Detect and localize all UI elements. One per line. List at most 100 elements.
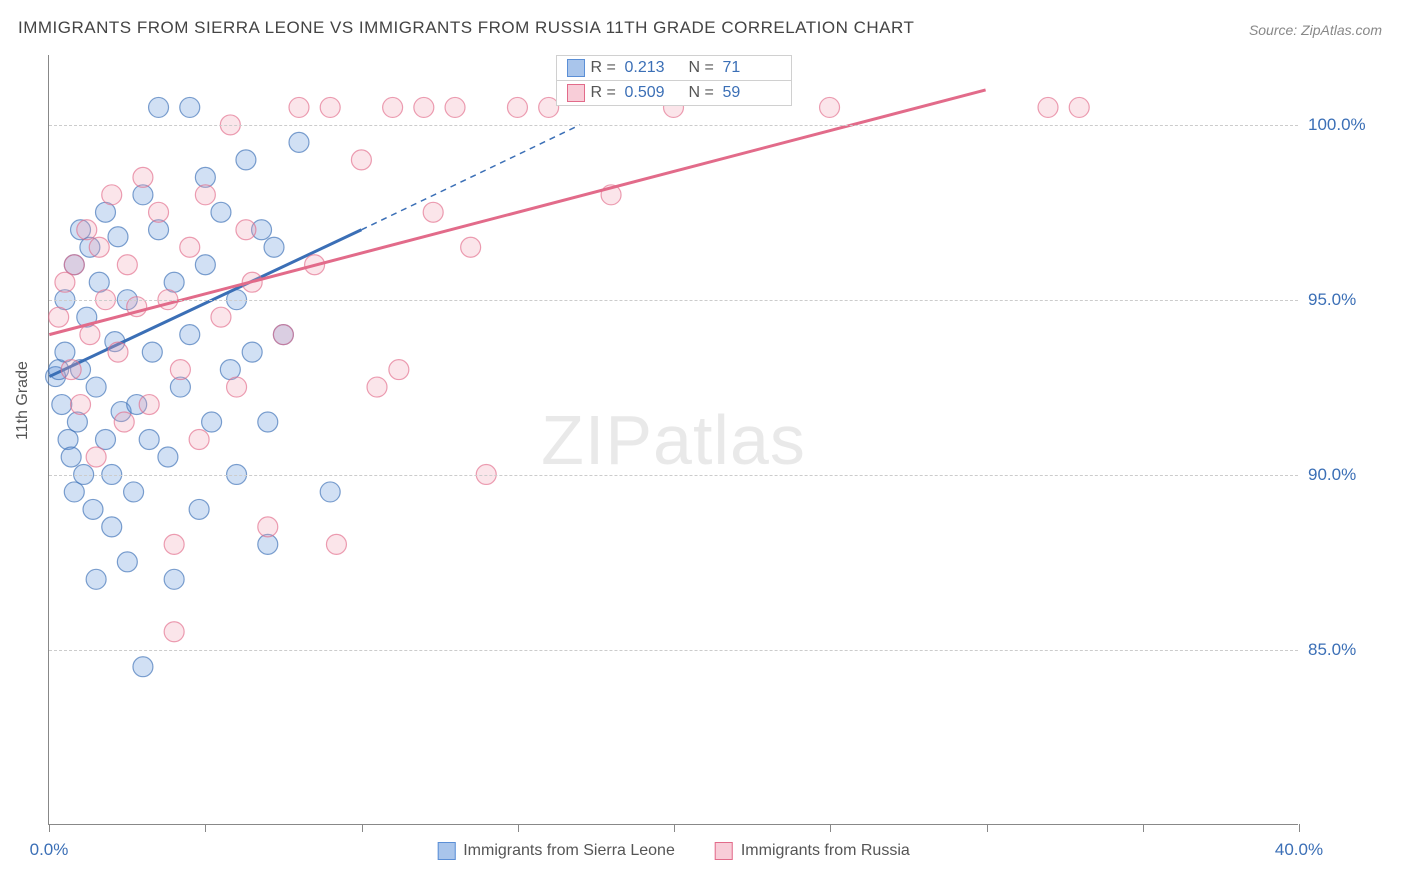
data-point: [61, 447, 81, 467]
data-point: [189, 430, 209, 450]
data-point: [133, 657, 153, 677]
data-point: [64, 255, 84, 275]
gridline: [49, 125, 1298, 126]
x-tick: [1143, 824, 1144, 832]
x-tick-label: 0.0%: [30, 840, 69, 860]
y-tick-label: 100.0%: [1308, 115, 1388, 135]
data-point: [1069, 97, 1089, 117]
data-point: [86, 447, 106, 467]
y-tick-label: 85.0%: [1308, 640, 1388, 660]
legend-item-sierra-leone: Immigrants from Sierra Leone: [437, 842, 675, 860]
data-point: [180, 97, 200, 117]
stats-legend: R = 0.213 N = 71 R = 0.509 N = 59: [556, 55, 792, 106]
data-point: [264, 237, 284, 257]
data-point: [139, 395, 159, 415]
data-point: [139, 430, 159, 450]
x-tick: [518, 824, 519, 832]
swatch-russia: [567, 84, 585, 102]
regression-line: [49, 90, 985, 335]
data-point: [367, 377, 387, 397]
data-point: [242, 342, 262, 362]
data-point: [180, 325, 200, 345]
data-point: [236, 150, 256, 170]
data-point: [195, 255, 215, 275]
data-point: [414, 97, 434, 117]
n-label: N =: [689, 59, 717, 77]
x-tick: [362, 824, 363, 832]
data-point: [86, 569, 106, 589]
data-point: [258, 412, 278, 432]
swatch-sierra-leone: [567, 59, 585, 77]
data-point: [227, 377, 247, 397]
data-point: [80, 325, 100, 345]
data-point: [273, 325, 293, 345]
data-point: [102, 185, 122, 205]
x-tick-label: 40.0%: [1275, 840, 1323, 860]
data-point: [180, 237, 200, 257]
scatter-chart: [49, 55, 1298, 824]
data-point: [211, 202, 231, 222]
data-point: [117, 255, 137, 275]
data-point: [49, 307, 69, 327]
legend-label-sierra-leone: Immigrants from Sierra Leone: [463, 842, 675, 860]
data-point: [55, 272, 75, 292]
y-axis-title: 11th Grade: [14, 361, 32, 440]
series-legend: Immigrants from Sierra Leone Immigrants …: [437, 842, 910, 860]
data-point: [52, 395, 72, 415]
data-point: [189, 499, 209, 519]
regression-line-extension: [361, 125, 579, 230]
gridline: [49, 475, 1298, 476]
data-point: [142, 342, 162, 362]
legend-item-russia: Immigrants from Russia: [715, 842, 910, 860]
gridline: [49, 300, 1298, 301]
data-point: [170, 360, 190, 380]
data-point: [149, 202, 169, 222]
data-point: [102, 517, 122, 537]
data-point: [351, 150, 371, 170]
data-point: [445, 97, 465, 117]
r-label: R =: [591, 84, 619, 102]
data-point: [202, 412, 222, 432]
data-point: [71, 395, 91, 415]
data-point: [117, 552, 137, 572]
x-tick: [205, 824, 206, 832]
data-point: [164, 622, 184, 642]
n-value-russia: 59: [723, 84, 781, 102]
legend-swatch-russia: [715, 842, 733, 860]
data-point: [158, 447, 178, 467]
data-point: [211, 307, 231, 327]
data-point: [83, 499, 103, 519]
r-value-russia: 0.509: [625, 84, 683, 102]
n-label: N =: [689, 84, 717, 102]
data-point: [149, 97, 169, 117]
y-tick-label: 95.0%: [1308, 290, 1388, 310]
data-point: [108, 227, 128, 247]
data-point: [389, 360, 409, 380]
data-point: [58, 430, 78, 450]
data-point: [423, 202, 443, 222]
legend-label-russia: Immigrants from Russia: [741, 842, 910, 860]
data-point: [96, 430, 116, 450]
x-tick: [830, 824, 831, 832]
data-point: [1038, 97, 1058, 117]
data-point: [133, 167, 153, 187]
legend-swatch-sierra-leone: [437, 842, 455, 860]
x-tick: [987, 824, 988, 832]
r-value-sierra-leone: 0.213: [625, 59, 683, 77]
data-point: [86, 377, 106, 397]
n-value-sierra-leone: 71: [723, 59, 781, 77]
data-point: [164, 534, 184, 554]
data-point: [383, 97, 403, 117]
data-point: [61, 360, 81, 380]
data-point: [124, 482, 144, 502]
data-point: [67, 412, 87, 432]
data-point: [77, 220, 97, 240]
data-point: [108, 342, 128, 362]
data-point: [507, 97, 527, 117]
data-point: [195, 185, 215, 205]
data-point: [461, 237, 481, 257]
data-point: [64, 482, 84, 502]
data-point: [89, 237, 109, 257]
source-attribution: Source: ZipAtlas.com: [1249, 22, 1382, 38]
gridline: [49, 650, 1298, 651]
